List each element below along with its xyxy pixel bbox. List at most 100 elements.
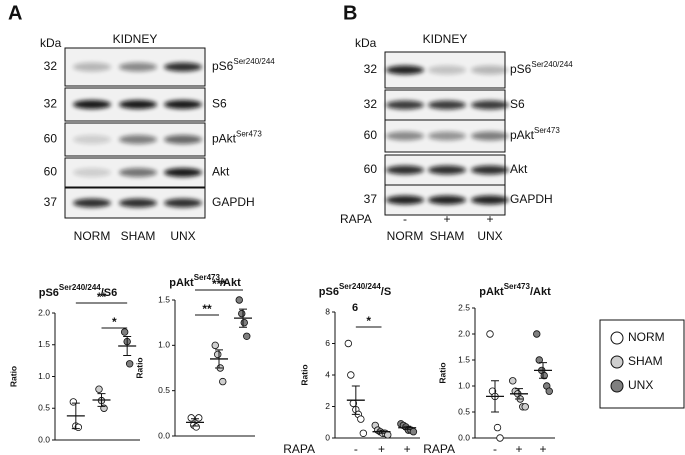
data-point — [95, 385, 103, 393]
y-axis-label: Ratio — [134, 357, 144, 378]
protein-label-part: pS6 — [212, 59, 234, 73]
protein-label-part: Ser473 — [236, 130, 262, 139]
blot-band — [73, 100, 111, 109]
chart-title-part: /S6 — [101, 287, 118, 299]
blot-band — [73, 62, 111, 72]
protein-label: pS6Ser240/244 — [212, 57, 275, 73]
y-axis-label: Ratio — [8, 366, 18, 387]
chart-title-part: Ser473 — [504, 282, 531, 291]
chart-title-part: Ser240/244 — [339, 282, 381, 291]
y-tick-label: 2 — [325, 401, 330, 411]
error-bar — [191, 418, 199, 427]
blot-band — [73, 135, 111, 144]
y-tick-label: 0.5 — [158, 385, 170, 395]
protein-label-part: Ser240/244 — [531, 60, 573, 69]
protein-label-part: GAPDH — [212, 195, 255, 209]
protein-label-part: pAkt — [510, 128, 535, 142]
kda-value: 37 — [364, 192, 378, 206]
blot-band — [471, 165, 509, 175]
lane-label: SHAM — [121, 229, 156, 243]
y-axis-label: Ratio — [299, 364, 309, 385]
kda-header: kDa — [40, 36, 62, 50]
error-bar — [123, 335, 132, 357]
protein-label: S6 — [510, 97, 525, 111]
chart-title-part: pAkt — [169, 277, 194, 289]
tissue-label: KIDNEY — [423, 32, 468, 46]
blot-band — [164, 168, 202, 177]
x-tick-label: - — [354, 442, 358, 455]
chart-title-part: 6 — [352, 302, 358, 314]
protein-label-part: Ser240/244 — [233, 57, 275, 66]
chart-title-part: pS6 — [319, 286, 339, 298]
y-tick-label: 2.0 — [38, 307, 50, 317]
error-bar — [377, 429, 386, 434]
error-bar — [71, 402, 80, 430]
data-point — [347, 371, 355, 379]
significance-label: * — [112, 315, 117, 329]
treatment-sign: + — [486, 212, 493, 226]
blot-band — [164, 100, 202, 109]
y-tick-label: 1.0 — [158, 340, 170, 350]
tissue-label: KIDNEY — [113, 32, 158, 46]
significance-label: *** — [212, 277, 226, 291]
kda-value: 60 — [44, 132, 58, 146]
data-point — [211, 341, 219, 350]
protein-label: pS6Ser240/244 — [510, 60, 573, 76]
error-bar — [97, 393, 106, 407]
treatment-sign: - — [403, 212, 407, 226]
blot-band — [428, 100, 466, 110]
data-point — [493, 423, 502, 432]
data-point — [192, 423, 200, 431]
protein-label-part: pS6 — [510, 62, 532, 76]
blot-band — [73, 198, 111, 208]
kda-value: 37 — [44, 195, 58, 209]
error-bar — [351, 385, 360, 415]
y-axis-label: Ratio — [437, 362, 447, 383]
y-tick-label: 6 — [325, 338, 330, 348]
blot-band — [164, 198, 202, 208]
blot-band — [73, 168, 111, 177]
blot-band — [119, 100, 157, 109]
legend-swatch — [610, 355, 624, 369]
blot-band — [119, 168, 157, 177]
lane-label: SHAM — [430, 229, 465, 243]
chart-title-part: /Akt — [530, 286, 551, 298]
significance-label: * — [366, 314, 371, 328]
chart-title: pS6Ser240/244/S6 — [39, 283, 118, 299]
chart-title-part: /Akt — [220, 277, 241, 289]
legend-label: UNX — [628, 378, 653, 392]
kda-value: 32 — [44, 97, 58, 111]
data-point — [509, 377, 517, 385]
y-tick-label: 1.0 — [458, 380, 470, 390]
data-point — [545, 387, 553, 395]
protein-label-part: pAkt — [212, 132, 237, 146]
error-bar — [491, 380, 499, 413]
protein-label-part: Akt — [212, 165, 230, 179]
legend-label: NORM — [628, 330, 665, 344]
blot-band — [428, 131, 466, 141]
data-point — [238, 309, 246, 318]
blot-band — [471, 131, 509, 141]
blot-band — [386, 131, 424, 141]
chart-title-part: Ser240/244 — [59, 283, 101, 292]
kda-value: 32 — [364, 97, 378, 111]
x-tick-label: + — [378, 442, 385, 455]
protein-label-part: S6 — [510, 97, 525, 111]
y-tick-label: 0.0 — [458, 432, 470, 442]
protein-label-part: GAPDH — [510, 192, 553, 206]
data-point — [344, 339, 353, 348]
y-tick-label: 1.5 — [458, 354, 470, 364]
lane-label: NORM — [74, 229, 111, 243]
protein-label-part: S6 — [212, 97, 227, 111]
y-tick-label: 2.5 — [458, 302, 470, 312]
y-tick-label: 2.0 — [458, 328, 470, 338]
y-tick-label: 1.5 — [158, 294, 170, 304]
panel-label: A — [8, 2, 22, 24]
legend-swatch — [610, 379, 624, 393]
lane-label: NORM — [387, 229, 424, 243]
data-point — [384, 431, 392, 439]
chart-title-part: pS6 — [39, 287, 59, 299]
protein-label: GAPDH — [510, 192, 553, 206]
